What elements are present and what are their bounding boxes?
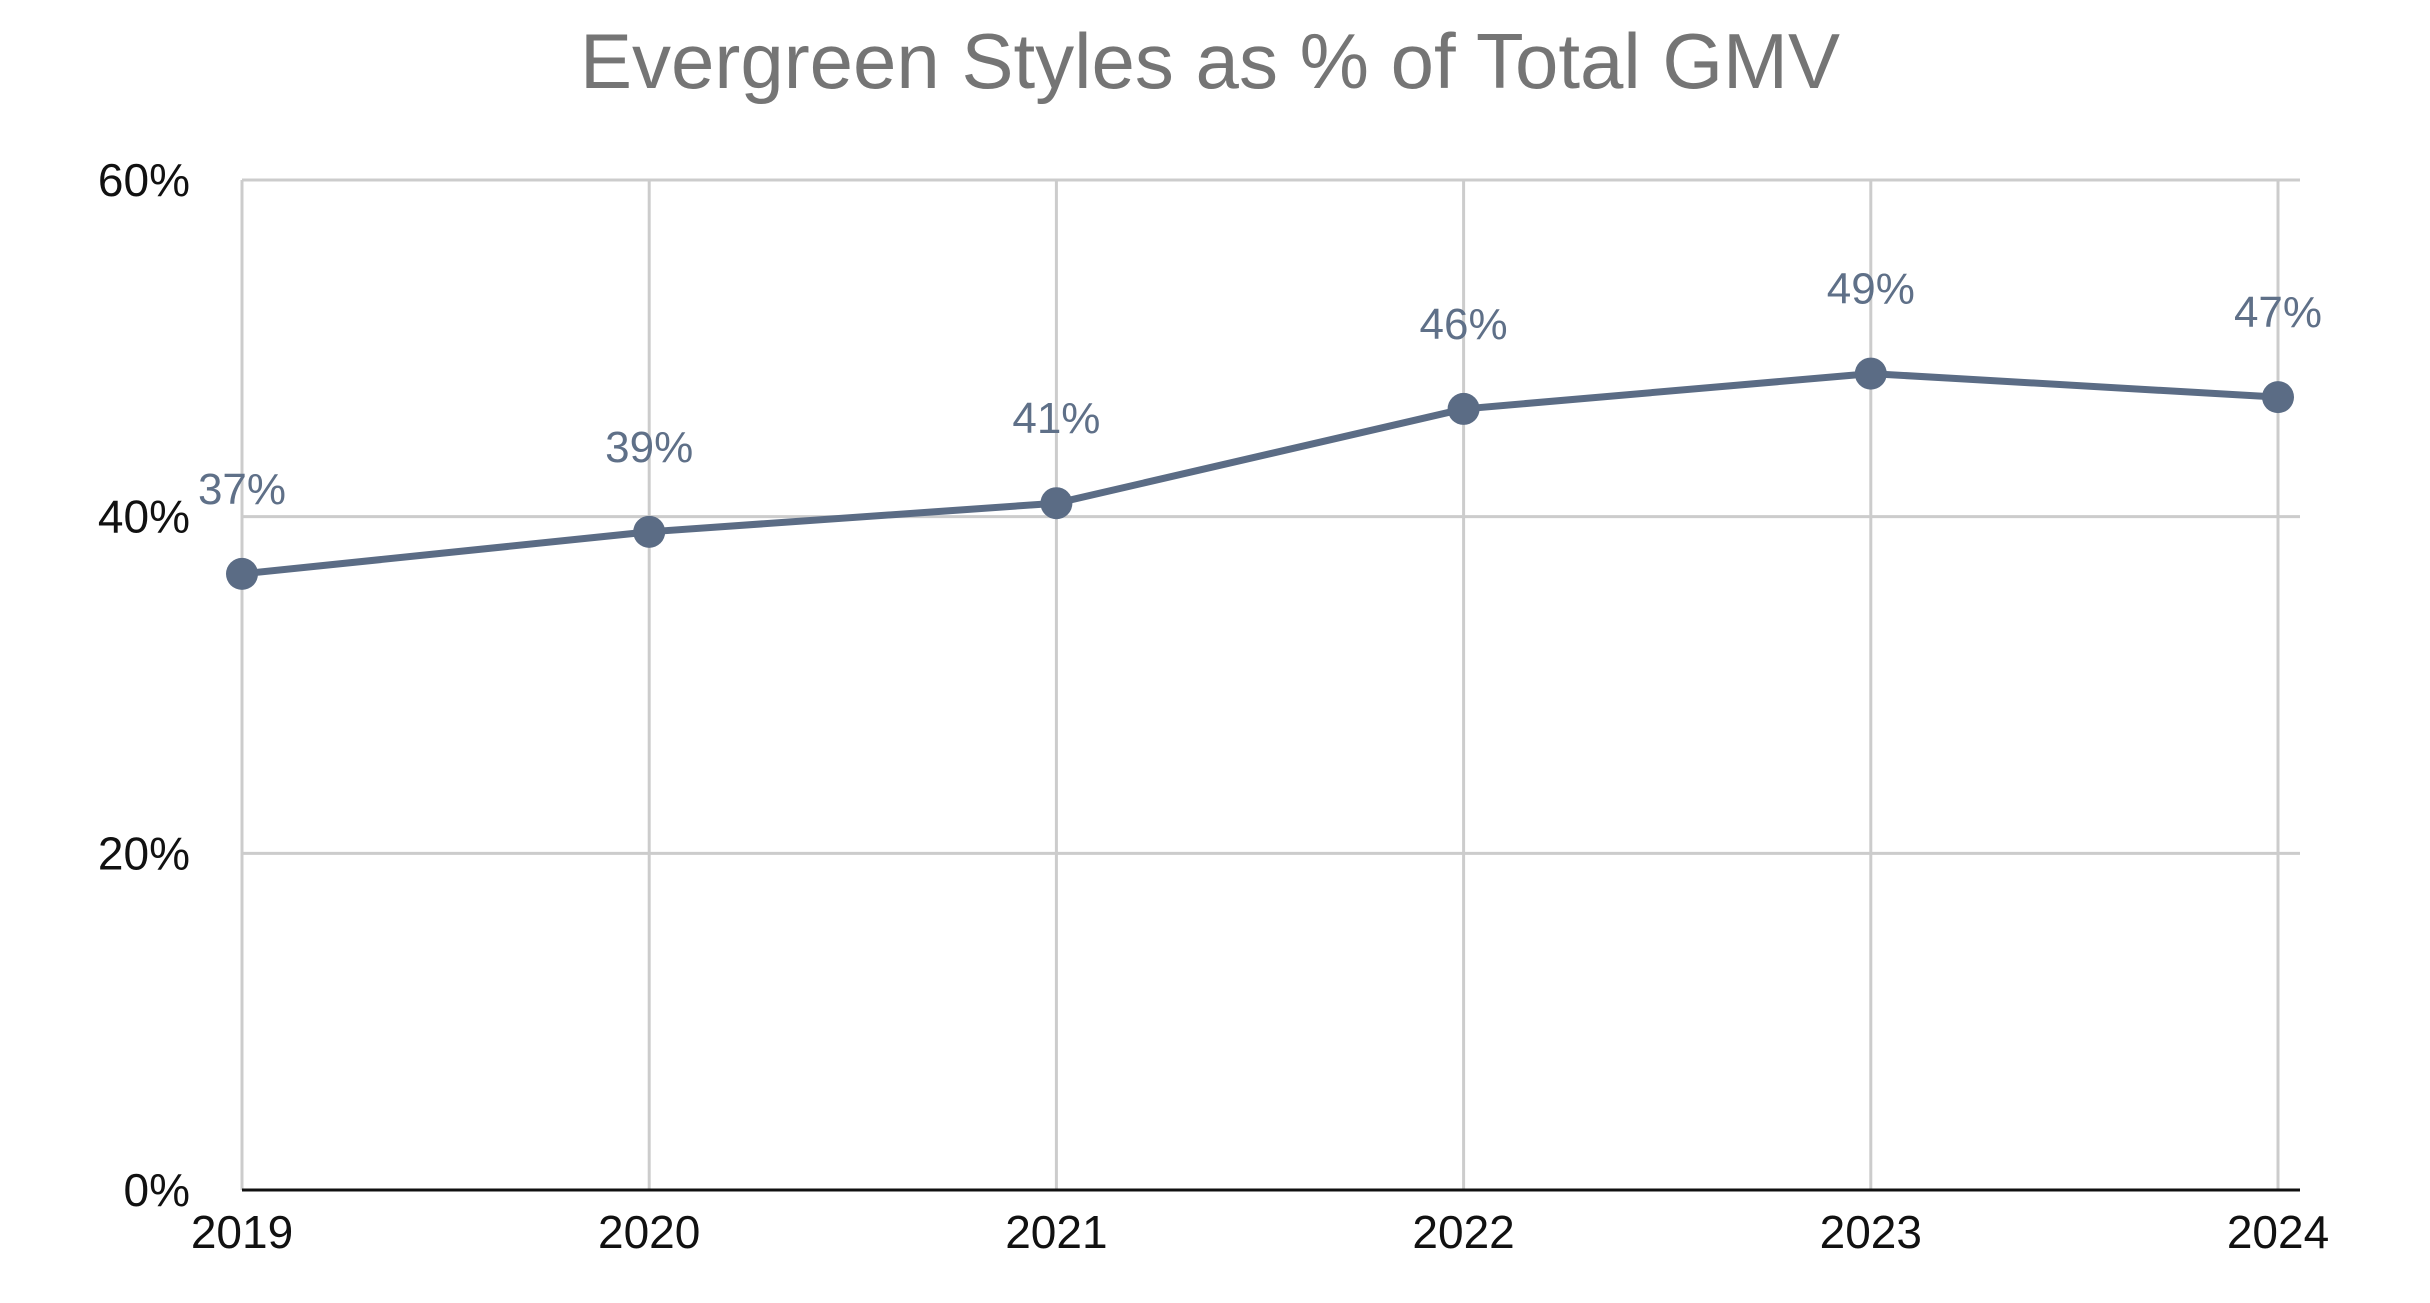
x-tick-label: 2024	[2227, 1206, 2329, 1258]
y-tick-label: 60%	[98, 154, 190, 206]
x-tick-label: 2023	[1820, 1206, 1922, 1258]
y-tick-label: 40%	[98, 491, 190, 543]
y-tick-label: 0%	[124, 1164, 190, 1216]
axes: 0% 20% 40% 60% 2019 2020 2021 2022 2023 2024	[98, 154, 2329, 1258]
data-label: 49%	[1827, 265, 1915, 314]
series	[226, 357, 2294, 590]
gridlines	[240, 178, 2300, 1190]
y-tick-label: 20%	[98, 827, 190, 879]
data-point	[1447, 392, 1480, 425]
data-label: 37%	[198, 465, 286, 514]
data-point	[1854, 357, 1887, 390]
series-line	[238, 370, 2282, 578]
data-label: 47%	[2234, 288, 2322, 337]
x-tick-label: 2022	[1412, 1206, 1514, 1258]
x-tick-label: 2019	[191, 1206, 293, 1258]
data-label: 46%	[1420, 300, 1508, 349]
x-tick-label: 2020	[598, 1206, 700, 1258]
chart-title: Evergreen Styles as % of Total GMV	[580, 17, 1840, 105]
data-point	[1040, 487, 1073, 520]
data-point	[226, 557, 258, 590]
x-tick-label: 2021	[1005, 1206, 1107, 1258]
data-point	[633, 515, 666, 548]
data-label: 39%	[605, 423, 693, 472]
data-labels: 37% 39% 41% 46% 49% 47%	[198, 265, 2322, 514]
data-point	[2262, 381, 2294, 414]
data-label: 41%	[1012, 394, 1100, 443]
